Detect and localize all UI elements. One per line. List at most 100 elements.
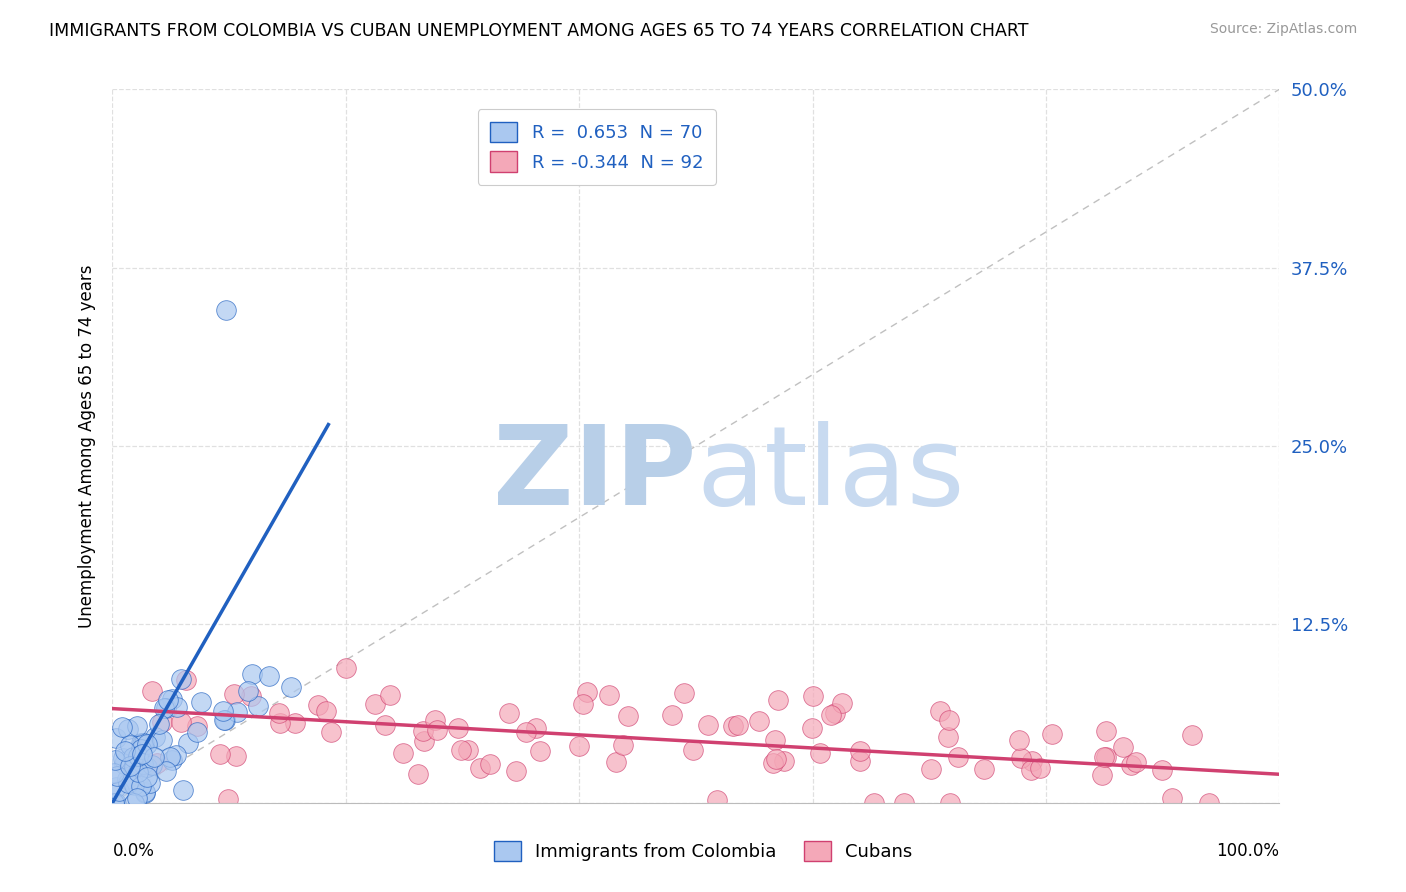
Point: [104, 731, 127, 746]
Point: [143, 750, 166, 764]
Point: [136, 770, 159, 784]
Point: [450, 743, 472, 757]
Point: [138, 775, 160, 789]
Point: [136, 760, 159, 774]
Point: [378, 688, 401, 702]
Point: [412, 723, 434, 738]
Point: [134, 759, 156, 773]
Point: [605, 755, 627, 769]
Point: [766, 693, 789, 707]
Point: [617, 709, 640, 723]
Legend: R =  0.653  N = 70, R = -0.344  N = 92: R = 0.653 N = 70, R = -0.344 N = 92: [478, 109, 716, 185]
Point: [214, 713, 236, 727]
Point: [108, 784, 131, 798]
Point: [134, 785, 156, 799]
Text: 100.0%: 100.0%: [1216, 842, 1279, 860]
Point: [568, 739, 591, 753]
Point: [763, 732, 786, 747]
Point: [226, 706, 249, 720]
Point: [114, 744, 136, 758]
Point: [392, 746, 415, 760]
Point: [131, 747, 153, 762]
Point: [240, 689, 263, 703]
Point: [364, 698, 387, 712]
Point: [190, 695, 212, 709]
Point: [177, 736, 200, 750]
Point: [425, 713, 447, 727]
Point: [748, 714, 770, 728]
Point: [157, 693, 180, 707]
Point: [222, 687, 245, 701]
Point: [335, 661, 357, 675]
Point: [893, 796, 915, 810]
Point: [176, 673, 198, 688]
Point: [141, 758, 163, 772]
Point: [166, 699, 188, 714]
Point: [121, 750, 143, 764]
Point: [136, 737, 159, 751]
Point: [115, 772, 138, 786]
Point: [612, 738, 634, 752]
Point: [862, 796, 884, 810]
Point: [246, 699, 269, 714]
Point: [153, 701, 176, 715]
Point: [1028, 761, 1050, 775]
Point: [129, 742, 152, 756]
Point: [127, 719, 149, 733]
Point: [374, 718, 396, 732]
Text: IMMIGRANTS FROM COLOMBIA VS CUBAN UNEMPLOYMENT AMONG AGES 65 TO 74 YEARS CORRELA: IMMIGRANTS FROM COLOMBIA VS CUBAN UNEMPL…: [49, 22, 1029, 40]
Point: [936, 730, 959, 744]
Point: [307, 698, 329, 712]
Point: [706, 793, 728, 807]
Point: [319, 725, 342, 739]
Point: [820, 708, 842, 723]
Point: [236, 684, 259, 698]
Point: [122, 796, 145, 810]
Point: [426, 723, 449, 737]
Point: [159, 750, 181, 764]
Point: [104, 796, 127, 810]
Point: [129, 736, 152, 750]
Point: [824, 706, 846, 720]
Point: [697, 717, 720, 731]
Point: [1121, 757, 1143, 772]
Legend: Immigrants from Colombia, Cubans: Immigrants from Colombia, Cubans: [481, 828, 925, 874]
Point: [117, 776, 139, 790]
Point: [721, 718, 744, 732]
Point: [111, 720, 134, 734]
Text: ZIP: ZIP: [492, 421, 696, 528]
Point: [132, 756, 155, 771]
Point: [143, 730, 166, 744]
Point: [128, 759, 150, 773]
Point: [575, 685, 598, 699]
Point: [773, 754, 796, 768]
Point: [225, 749, 247, 764]
Point: [1125, 755, 1147, 769]
Text: atlas: atlas: [696, 421, 965, 528]
Point: [1181, 728, 1204, 742]
Text: Source: ZipAtlas.com: Source: ZipAtlas.com: [1209, 22, 1357, 37]
Point: [406, 767, 429, 781]
Point: [170, 672, 193, 686]
Point: [141, 684, 163, 698]
Point: [682, 743, 704, 757]
Point: [186, 719, 208, 733]
Point: [515, 725, 537, 739]
Point: [150, 715, 173, 730]
Point: [938, 714, 960, 728]
Point: [1150, 763, 1173, 777]
Point: [765, 752, 787, 766]
Point: [172, 783, 194, 797]
Point: [114, 754, 136, 768]
Point: [131, 737, 153, 751]
Point: [831, 696, 853, 710]
Point: [1198, 796, 1220, 810]
Point: [208, 747, 231, 762]
Point: [284, 715, 307, 730]
Text: 0.0%: 0.0%: [112, 842, 155, 860]
Point: [1095, 750, 1118, 764]
Point: [117, 723, 139, 737]
Point: [808, 746, 831, 760]
Point: [673, 686, 696, 700]
Point: [1040, 727, 1063, 741]
